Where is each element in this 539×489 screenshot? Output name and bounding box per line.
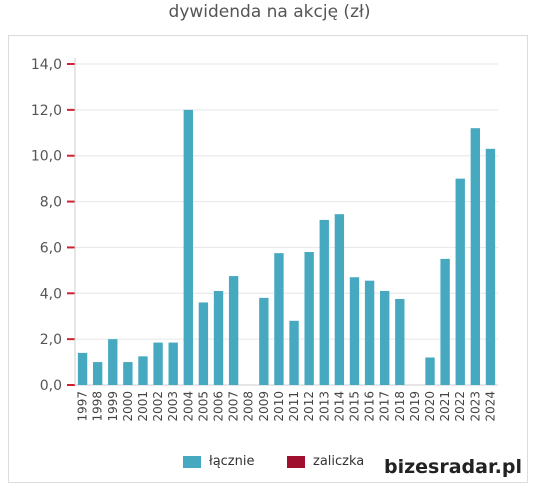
bar-2007 (228, 276, 239, 385)
bar-1997 (77, 352, 88, 385)
x-tick-label: 2018 (393, 391, 407, 422)
bar-2006 (213, 290, 224, 385)
x-tick-label: 2016 (363, 391, 377, 422)
y-tick-label: 4,0 (40, 286, 62, 302)
bar-2015 (349, 277, 360, 385)
legend-label-zaliczka: zaliczka (313, 454, 365, 469)
brand-watermark: bizesradar.pl (384, 456, 522, 478)
bar-2003 (168, 342, 178, 385)
x-tick-label: 2003 (166, 391, 180, 422)
chart-title: dywidenda na akcję (zł) (168, 2, 371, 22)
x-tick-label: 2023 (468, 391, 482, 422)
x-tick-label: 2009 (257, 391, 271, 422)
x-tick-label: 2010 (272, 391, 286, 422)
legend-swatch-zaliczka (287, 455, 305, 468)
y-tick-label: 8,0 (40, 195, 62, 211)
y-tick-label: 6,0 (40, 240, 62, 256)
bar-2023 (470, 128, 481, 385)
bar-2024 (485, 148, 496, 385)
x-tick-label: 2024 (483, 391, 497, 422)
x-tick-label: 2013 (317, 391, 331, 422)
bar-1999 (108, 339, 118, 385)
bar-2017 (380, 290, 390, 385)
legend-item-lacznie[interactable]: łącznie (183, 454, 254, 469)
bar-2000 (123, 362, 133, 385)
x-tick-label: 2015 (347, 391, 361, 422)
bar-2018 (395, 299, 405, 385)
bar-2012 (304, 252, 314, 385)
bar-2004 (183, 109, 193, 385)
bar-1998 (92, 362, 103, 385)
bar-2011 (289, 320, 299, 385)
x-tick-label: 2014 (332, 391, 346, 422)
bar-2022 (455, 178, 465, 385)
x-tick-label: 2020 (423, 391, 437, 422)
x-tick-label: 1997 (76, 391, 90, 422)
x-tick-label: 2012 (302, 391, 316, 422)
bar-2009 (259, 297, 269, 385)
x-tick-label: 2011 (287, 391, 301, 422)
bar-2002 (153, 342, 163, 385)
bar-2001 (138, 356, 148, 385)
y-tick-label: 10,0 (31, 149, 62, 165)
bar-2014 (334, 214, 345, 385)
bar-2020 (425, 357, 435, 385)
legend-item-zaliczka[interactable]: zaliczka (287, 454, 364, 469)
chart-frame (8, 35, 528, 483)
x-tick-label: 2008 (242, 391, 256, 422)
y-tick-label: 0,0 (40, 378, 62, 394)
x-tick-label: 2017 (378, 391, 392, 422)
y-tick-label: 12,0 (31, 103, 62, 119)
bar-2016 (364, 280, 375, 385)
bar-2010 (274, 253, 284, 385)
x-tick-label: 2006 (212, 391, 226, 422)
x-tick-label: 2004 (181, 391, 195, 422)
x-tick-label: 2022 (453, 391, 467, 422)
x-tick-label: 1998 (91, 391, 105, 422)
y-tick-label: 2,0 (40, 332, 62, 348)
bar-2005 (198, 302, 209, 385)
y-tick-label: 14,0 (31, 57, 62, 73)
bar-2021 (440, 258, 450, 385)
x-tick-label: 2000 (121, 391, 135, 422)
legend-label-lacznie: łącznie (209, 454, 255, 469)
legend-swatch-lacznie (183, 455, 201, 468)
x-tick-label: 2019 (408, 391, 422, 422)
x-tick-label: 2005 (196, 391, 210, 422)
x-tick-label: 2021 (438, 391, 452, 422)
x-tick-label: 1999 (106, 391, 120, 422)
bar-2013 (319, 219, 329, 385)
x-tick-label: 2002 (151, 391, 165, 422)
x-tick-label: 2007 (227, 391, 241, 422)
x-tick-label: 2001 (136, 391, 150, 422)
